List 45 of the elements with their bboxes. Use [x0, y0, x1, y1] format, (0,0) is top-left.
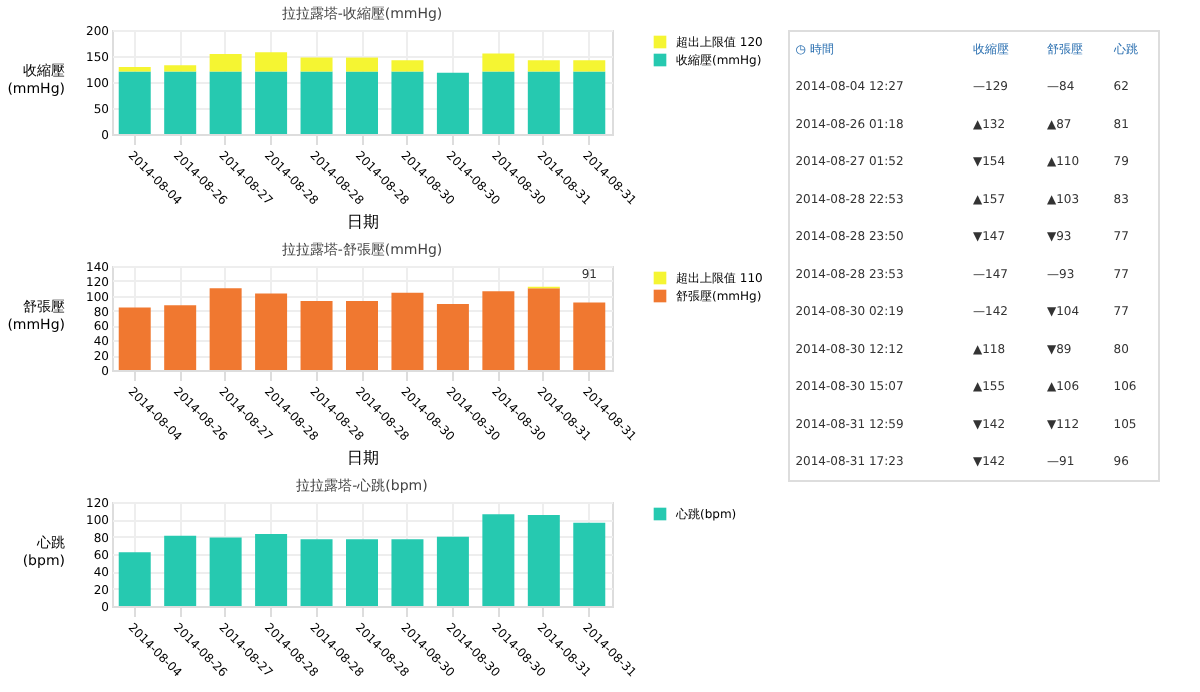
bar — [391, 292, 424, 370]
bar — [209, 288, 242, 370]
bar — [573, 302, 606, 370]
bar — [118, 307, 151, 370]
bar — [436, 72, 469, 134]
bar — [527, 515, 560, 606]
bar — [391, 60, 424, 72]
bar — [391, 539, 424, 606]
bar — [164, 65, 197, 72]
bar — [346, 71, 378, 134]
bar — [300, 57, 333, 72]
bar — [436, 536, 469, 606]
bar — [482, 291, 515, 370]
bar — [573, 71, 606, 134]
bar — [118, 71, 151, 134]
bar — [209, 53, 242, 72]
bar — [255, 293, 288, 370]
bar — [346, 539, 378, 606]
bar — [346, 300, 378, 370]
bar — [255, 534, 288, 606]
bar — [300, 539, 333, 606]
bar — [527, 71, 560, 134]
bar — [573, 522, 606, 606]
bar — [118, 552, 151, 606]
bar — [164, 71, 197, 134]
bar — [346, 57, 378, 72]
bar — [164, 535, 197, 606]
bar — [482, 53, 515, 72]
bar — [391, 71, 424, 134]
bar — [573, 60, 606, 72]
bar — [255, 52, 288, 72]
bar — [482, 514, 515, 606]
bar — [527, 60, 560, 72]
bar — [255, 71, 288, 134]
x-axis-title: 日期 — [347, 212, 379, 231]
bar — [436, 303, 469, 370]
bar — [164, 305, 197, 370]
bar — [527, 288, 560, 370]
bar — [300, 71, 333, 134]
bar — [482, 71, 515, 134]
bar — [118, 66, 151, 72]
bar — [209, 537, 242, 606]
bar — [209, 71, 242, 134]
bar — [300, 300, 333, 370]
x-axis-title: 日期 — [347, 448, 379, 467]
